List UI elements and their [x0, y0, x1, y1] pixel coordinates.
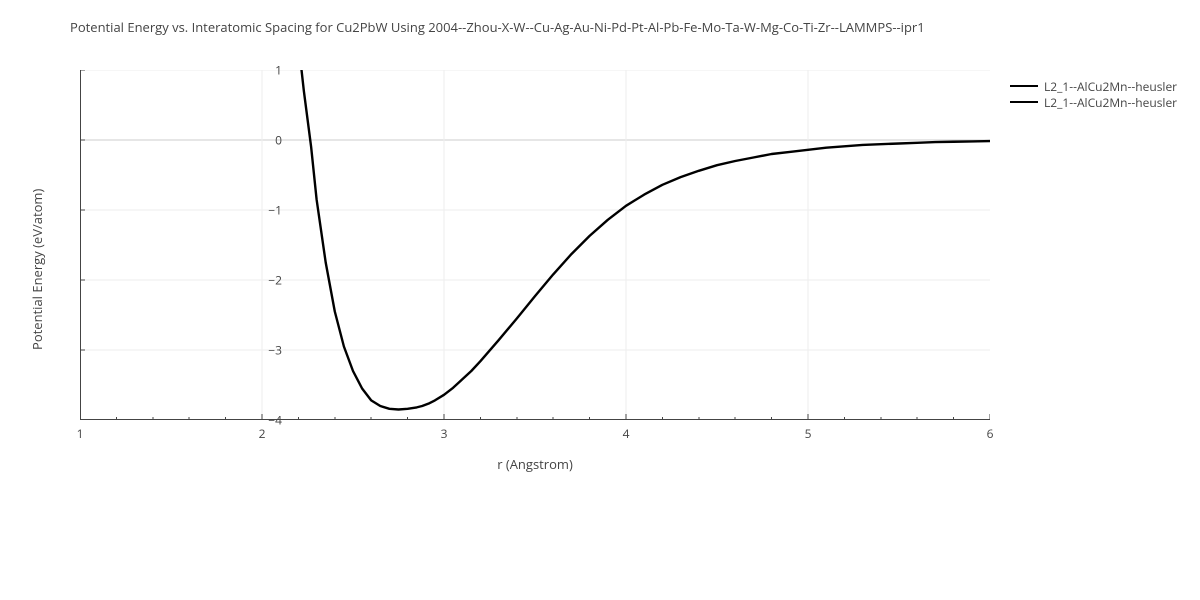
y-tick: 0	[82, 132, 282, 149]
x-tick: 4	[623, 425, 630, 442]
y-tick: 1	[82, 62, 282, 79]
y-tick: −1	[82, 202, 282, 219]
x-tick: 5	[805, 425, 812, 442]
x-axis-label: r (Angstrom)	[80, 455, 990, 473]
legend[interactable]: L2_1--AlCu2Mn--heuslerL2_1--AlCu2Mn--heu…	[1010, 78, 1177, 110]
chart-title: Potential Energy vs. Interatomic Spacing…	[70, 18, 925, 36]
legend-item[interactable]: L2_1--AlCu2Mn--heusler	[1010, 78, 1177, 94]
y-axis-label: Potential Energy (eV/atom)	[28, 189, 46, 350]
x-tick: 6	[987, 425, 994, 442]
legend-item[interactable]: L2_1--AlCu2Mn--heusler	[1010, 94, 1177, 110]
y-tick: −4	[82, 412, 282, 429]
legend-swatch	[1010, 85, 1038, 87]
y-tick: −3	[82, 342, 282, 359]
y-tick: −2	[82, 272, 282, 289]
plot-area[interactable]	[80, 70, 990, 420]
legend-label: L2_1--AlCu2Mn--heusler	[1044, 94, 1177, 111]
x-tick: 1	[77, 425, 84, 442]
x-tick: 3	[441, 425, 448, 442]
plot-svg	[80, 70, 990, 420]
legend-label: L2_1--AlCu2Mn--heusler	[1044, 78, 1177, 95]
legend-swatch	[1010, 101, 1038, 103]
x-tick: 2	[259, 425, 266, 442]
